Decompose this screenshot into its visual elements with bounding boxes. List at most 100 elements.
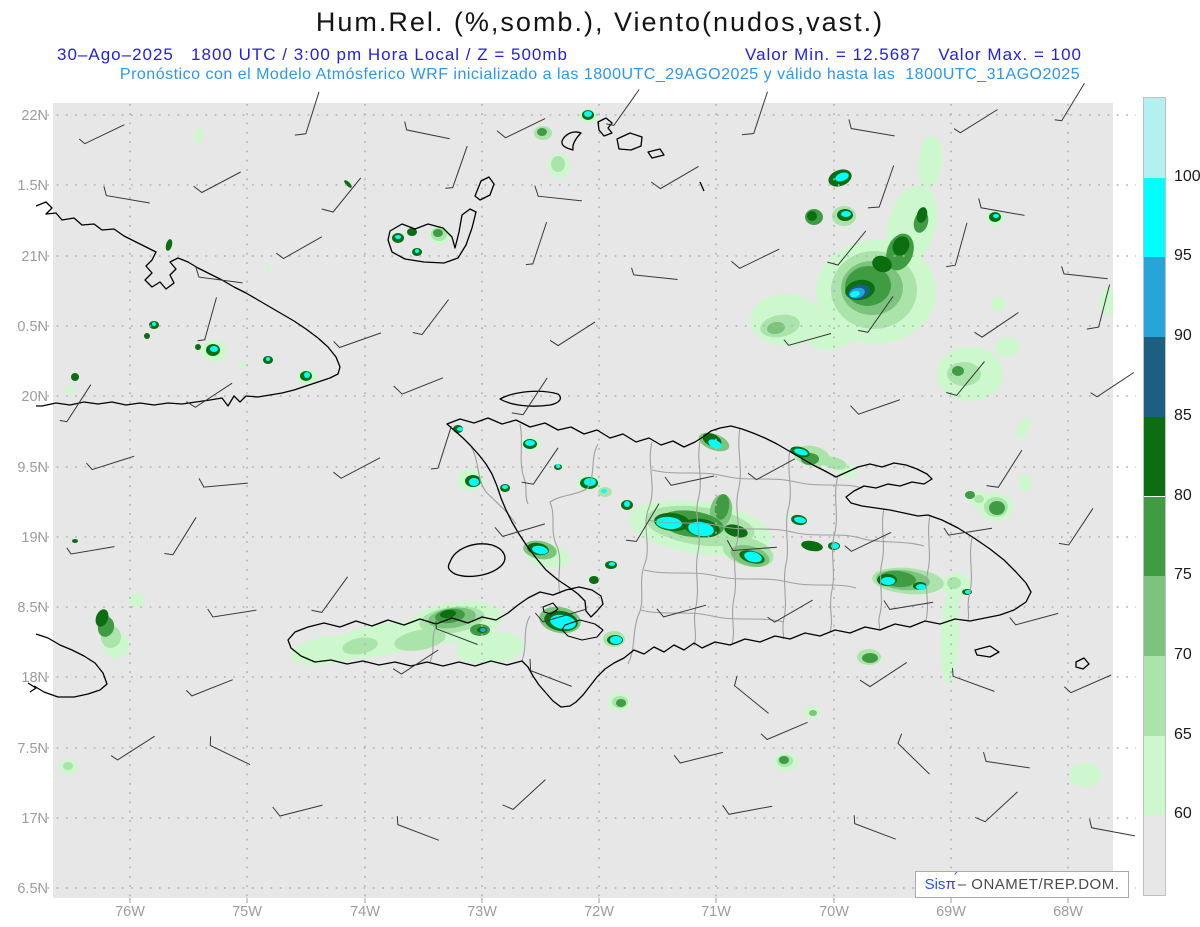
wind-barb xyxy=(207,608,257,618)
humidity-patch xyxy=(940,587,960,683)
wind-barb xyxy=(525,221,548,266)
colorbar-segment xyxy=(1144,98,1165,178)
lon-tick-label: 76W xyxy=(115,904,145,920)
lon-tick-label: 75W xyxy=(232,904,262,920)
humidity-patch xyxy=(841,211,851,217)
humidity-patch xyxy=(584,111,592,117)
wind-barb xyxy=(392,649,439,675)
humidity-patch xyxy=(744,551,762,563)
lat-tick-label: 21N xyxy=(21,249,48,265)
humidity-patch xyxy=(266,357,270,361)
wind-barb xyxy=(412,299,449,336)
wind-barb xyxy=(534,609,586,623)
wind-barb xyxy=(494,523,546,537)
wind-barb xyxy=(986,449,1023,488)
humidity-patch xyxy=(850,290,860,298)
wind-barb xyxy=(844,531,892,552)
humidity-patch xyxy=(1069,763,1101,787)
lat-tick-label: 1.5N xyxy=(17,178,48,194)
humidity-patch xyxy=(917,136,943,188)
humidity-patch xyxy=(433,229,443,237)
colorbar-tick-label: 75 xyxy=(1174,566,1192,584)
humidity-patch xyxy=(965,491,975,499)
coastline xyxy=(27,682,37,693)
wind-barb xyxy=(952,668,995,692)
wind-barb xyxy=(850,399,901,415)
wind-barb xyxy=(294,91,320,136)
coastline xyxy=(499,390,561,407)
humidity-patch xyxy=(916,207,928,223)
wind-barb xyxy=(511,377,548,416)
lon-tick-label: 69W xyxy=(936,904,966,920)
wind-barb xyxy=(897,733,930,775)
wind-barb xyxy=(529,658,572,687)
humidity-patch xyxy=(714,494,730,520)
humidity-patch xyxy=(624,501,630,507)
wind-barb xyxy=(198,478,248,488)
colorbar-segment xyxy=(1144,177,1165,258)
humidity-patch xyxy=(779,756,789,764)
wind-barb xyxy=(430,426,452,470)
humidity-patch xyxy=(144,333,150,339)
lat-tick-label: 9.5N xyxy=(17,460,48,476)
wind-barb xyxy=(664,475,715,486)
wind-barb xyxy=(1089,818,1135,837)
wind-barb xyxy=(186,382,233,408)
humidity-patch xyxy=(616,699,626,707)
lake-outline xyxy=(542,602,559,615)
wind-barb xyxy=(59,384,92,423)
humidity-patch xyxy=(63,762,73,770)
wind-barb xyxy=(333,332,382,349)
branding-sis: Sis xyxy=(924,876,946,893)
wind-barb xyxy=(1086,284,1111,330)
humidity-patch xyxy=(767,321,785,335)
wind-barb xyxy=(1058,508,1094,546)
branding-badge: Sisπ´– ONAMET/REP.DOM. xyxy=(915,870,1129,898)
colorbar-tick-label: 65 xyxy=(1174,725,1192,743)
humidity-patch xyxy=(152,322,156,326)
colorbar-tick-label: 85 xyxy=(1174,406,1192,424)
lat-tick-label: 17N xyxy=(21,811,48,827)
humidity-patch xyxy=(1019,474,1031,492)
wind-barb xyxy=(404,121,450,140)
humidity-patch xyxy=(456,631,524,665)
lake-outline xyxy=(561,619,604,641)
wind-barb xyxy=(534,185,582,202)
coastline xyxy=(387,208,477,264)
wind-barb xyxy=(78,124,125,145)
coastlines xyxy=(27,117,1090,708)
wind-barb xyxy=(521,447,559,485)
humidity-patch xyxy=(129,593,145,607)
humidity-patch xyxy=(407,228,417,236)
coastline xyxy=(447,543,506,577)
coastline xyxy=(474,176,495,201)
humidity-shading-layer xyxy=(59,109,1113,787)
humidity-patch xyxy=(974,495,984,503)
wind-barb xyxy=(276,236,323,260)
humidity-patch xyxy=(990,297,1006,311)
wind-barb xyxy=(1009,612,1059,626)
humidity-patch xyxy=(809,710,817,716)
coastline xyxy=(974,645,1000,658)
coastline xyxy=(597,117,613,137)
humidity-patch xyxy=(1015,417,1031,439)
humidity-patch xyxy=(688,521,714,537)
humidity-patch xyxy=(165,239,173,251)
coastline xyxy=(561,131,582,151)
wind-barb xyxy=(722,804,773,815)
wind-barb xyxy=(726,539,777,552)
humidity-patch xyxy=(210,346,218,352)
humidity-patch xyxy=(342,637,378,655)
wind-barb xyxy=(209,736,251,766)
humidity-patch xyxy=(952,366,964,376)
humidity-colorbar xyxy=(1143,97,1166,896)
wind-barbs-layer xyxy=(59,82,1135,896)
axis-labels: 22N 1.5N 21N 0.5N 20N 9.5N 19N 8.5N 18N 7.5N 17N 6.… xyxy=(17,108,1083,920)
humidity-patch xyxy=(238,362,246,368)
colorbar-tick-label: 90 xyxy=(1174,327,1192,345)
colorbar-segment xyxy=(1144,496,1165,577)
wind-barb xyxy=(953,109,998,134)
wind-barb xyxy=(1063,674,1112,694)
colorbar-tick-label: 100 xyxy=(1174,167,1200,185)
